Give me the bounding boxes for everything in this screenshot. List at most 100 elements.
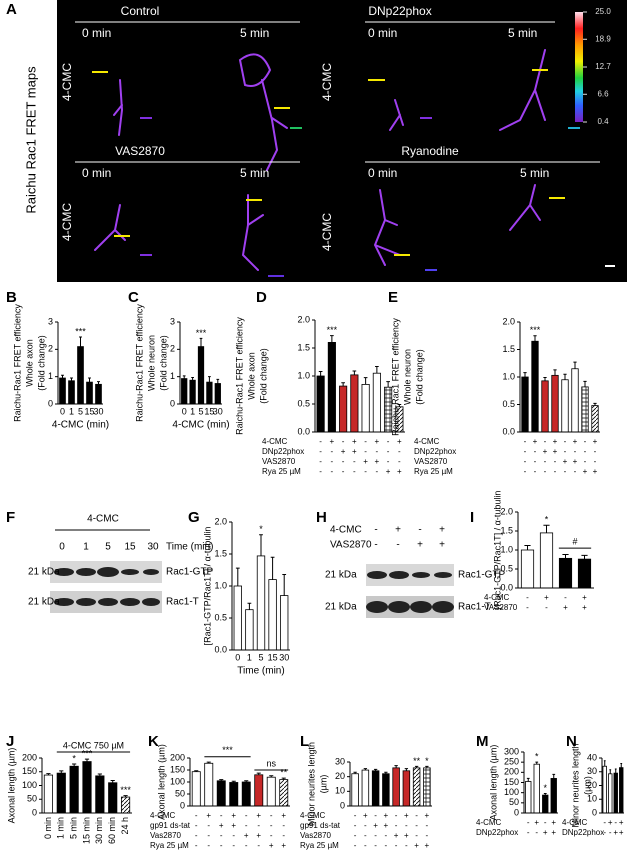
- row-label: gp91 ds-tat: [300, 821, 341, 830]
- sign: -: [554, 457, 557, 466]
- sign: -: [534, 447, 537, 456]
- row-label: 4-CMC: [262, 437, 288, 446]
- row-label: Rya 25 µM: [300, 841, 339, 850]
- sign: +: [593, 467, 598, 476]
- error-bar: [609, 769, 612, 774]
- y-tick-label: 100: [170, 776, 185, 786]
- y-tick-label: 1.0: [500, 544, 513, 554]
- sign: +: [256, 811, 261, 820]
- sign: +: [404, 831, 409, 840]
- sign: -: [415, 811, 418, 820]
- y-tick-label: 2.0: [214, 516, 227, 526]
- sign: -: [544, 457, 547, 466]
- sign: +: [330, 437, 335, 446]
- bar: [571, 368, 579, 433]
- y-tick-label: 50: [27, 794, 37, 804]
- bar: [525, 781, 532, 814]
- error-bar: [46, 773, 51, 776]
- sign: -: [526, 603, 529, 612]
- y-tick-label: 10: [587, 794, 597, 804]
- x-tick-label: 1: [190, 406, 195, 416]
- bands: [54, 567, 160, 606]
- bar: [233, 585, 242, 651]
- x-tick-label: 15: [268, 652, 278, 662]
- bar: [541, 380, 549, 433]
- sign: +: [281, 841, 286, 850]
- panel-letter: C: [128, 289, 139, 306]
- sign: +: [582, 593, 587, 602]
- sign: -: [374, 525, 377, 536]
- bar: [608, 773, 613, 814]
- sign: -: [364, 841, 367, 850]
- bar: [279, 779, 289, 807]
- y-tick-label: 0.0: [502, 426, 515, 436]
- sign: +: [544, 593, 549, 602]
- x-tick-label: 5: [258, 652, 263, 662]
- sign: -: [331, 447, 334, 456]
- x-tick-label: 15 min: [81, 817, 91, 844]
- sign: -: [609, 828, 612, 837]
- row-label: DNp22phox: [476, 828, 518, 837]
- sign: -: [614, 818, 617, 827]
- sign: +: [395, 525, 401, 536]
- error-bar: [208, 376, 211, 383]
- sign: -: [524, 447, 527, 456]
- bar: [82, 761, 92, 814]
- panel-letter: M: [476, 733, 489, 750]
- y-tick-label: 1.5: [214, 548, 227, 558]
- y-axis-label: Whole axon: [24, 339, 34, 387]
- blot-panel: F 4-CMC 0 1 5 15 30 Time (min) 21 kDa 21…: [6, 509, 214, 613]
- y-axis-label: Axonal length (µm): [488, 745, 498, 821]
- band-label: Rac1-T: [166, 597, 199, 608]
- y-axis-label: Whole axon: [246, 352, 256, 400]
- y-tick-label: 50: [509, 797, 519, 807]
- bracket-label: #: [572, 536, 577, 546]
- y-axis-label: (Fold change): [158, 335, 168, 391]
- error-bar: [97, 381, 100, 385]
- x-axis-label: 4-CMC (min): [172, 420, 229, 431]
- panel-letter: F: [6, 509, 15, 526]
- panel-letter: B: [6, 289, 17, 306]
- bar: [412, 767, 421, 807]
- error-bar: [199, 337, 203, 347]
- y-tick-label: 0.5: [297, 398, 310, 408]
- bar: [382, 773, 390, 807]
- bar: [256, 555, 266, 651]
- row-label: 4-CMC: [414, 437, 440, 446]
- bar: [581, 386, 589, 433]
- sign: -: [353, 457, 356, 466]
- sign: -: [353, 467, 356, 476]
- y-axis-label: (µm): [582, 776, 592, 795]
- error-bar: [256, 772, 261, 775]
- sign: +: [619, 818, 624, 827]
- sign: -: [354, 831, 357, 840]
- bar: [551, 374, 559, 433]
- treatment-label: 4-CMC: [60, 63, 74, 101]
- sign: +: [373, 821, 378, 830]
- row-label: gp91 ds-tat: [150, 821, 191, 830]
- sign: +: [573, 457, 578, 466]
- sign: -: [319, 447, 322, 456]
- sign: +: [439, 525, 445, 536]
- significance: **: [413, 756, 421, 766]
- sign: -: [574, 467, 577, 476]
- sign: -: [426, 821, 429, 830]
- sign: -: [342, 457, 345, 466]
- sign: -: [524, 457, 527, 466]
- bar: [339, 385, 348, 433]
- sign: -: [354, 821, 357, 830]
- x-tick-label: 30: [93, 406, 103, 416]
- panel-title: DNp22phox: [368, 4, 431, 18]
- bar: [95, 775, 105, 814]
- colorbar: [575, 12, 583, 122]
- sign: -: [395, 811, 398, 820]
- sign: +: [281, 811, 286, 820]
- sign: -: [594, 447, 597, 456]
- bar: [206, 381, 213, 405]
- sign: -: [398, 457, 401, 466]
- sign: +: [352, 437, 357, 446]
- sign: -: [524, 437, 527, 446]
- sign: +: [384, 821, 389, 830]
- sign: -: [603, 828, 606, 837]
- error-bar: [562, 554, 569, 559]
